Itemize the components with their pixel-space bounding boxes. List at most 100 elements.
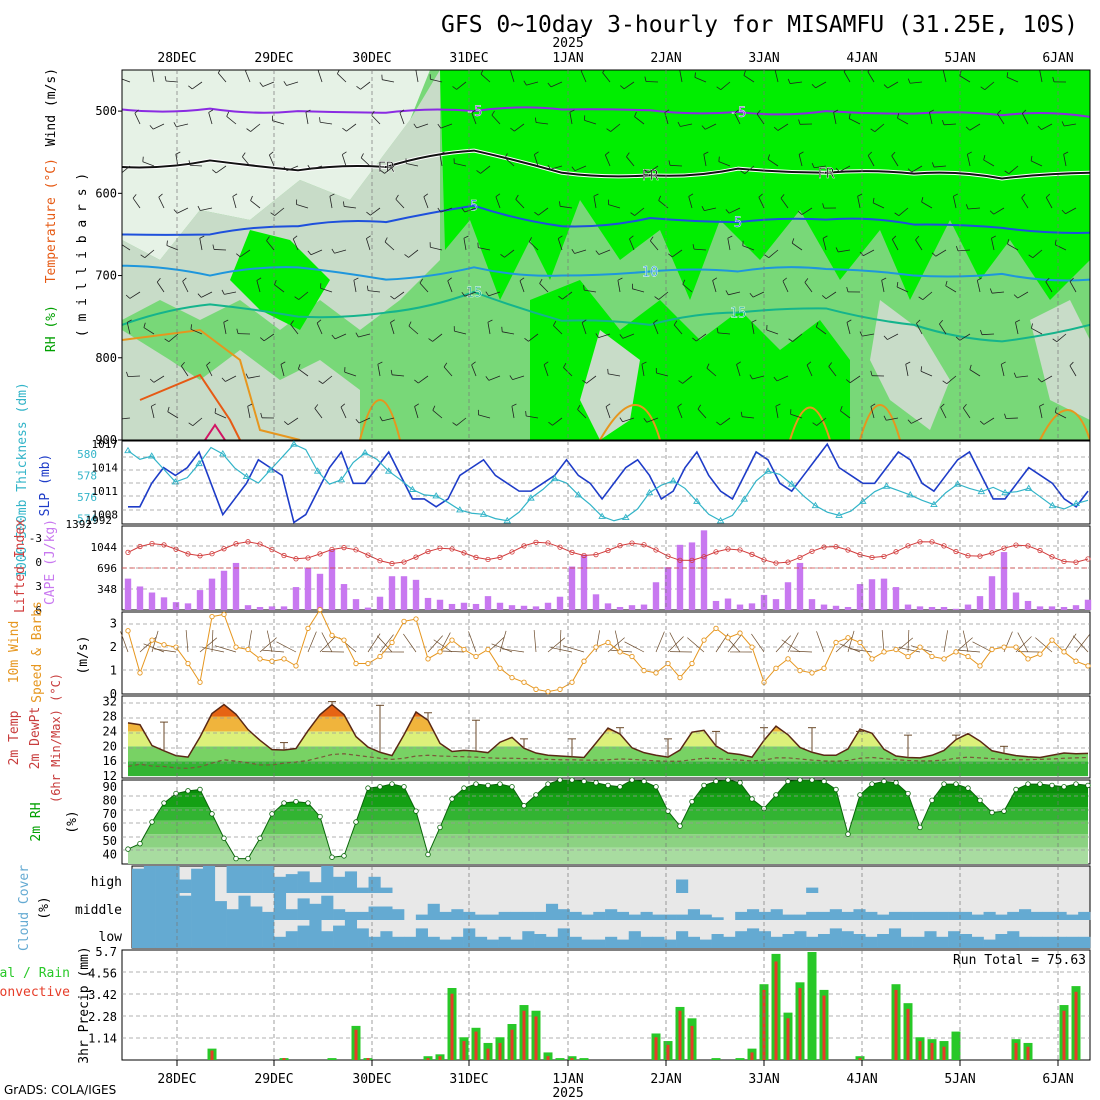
upper-barb-6-28 [792,333,803,342]
upper-barb-flag-3-24 [701,206,705,211]
upper-barb-6-30 [846,322,851,335]
upper-barb-6-23 [673,324,683,335]
upper-barb-flag-8-18 [548,421,553,426]
surface-barb-11 [259,637,277,653]
upper-barb-6-38 [1031,327,1043,335]
upper-barb-flag-3-9 [343,201,345,207]
upper-barb-flag-3-31 [872,197,875,203]
upper-barb-flag-5-38 [1045,277,1050,283]
thickness-point-14 [290,440,298,447]
rh-point-35 [545,781,551,787]
temperature-label: Temperature (°C) [44,158,59,283]
upper-barb-flag-6-22 [653,319,658,324]
upper-barb-0-27 [774,70,779,83]
cape-bar-43 [640,604,648,610]
surface-barb-53 [751,633,765,653]
cape-bar-6 [196,590,204,610]
rh-point-16 [317,813,323,820]
cloud-bar-1-58 [817,911,831,920]
wind-point-46 [677,674,683,681]
rh-tick-40: 40 [103,848,117,862]
cape-axis: 348 696 1044 -3 0 3 6 [29,532,118,617]
upper-barb-6-15 [487,322,491,335]
upper-barb-2-19 [574,165,587,172]
upper-barb-5-39 [1069,281,1077,293]
cape-bars [124,530,1092,610]
surface-barb-68 [943,630,948,653]
upper-barb-flag-3-27 [780,194,785,199]
upper-barb-2-5 [242,156,251,167]
upper-barb-5-7 [298,291,309,300]
upper-barb-flag-5-20 [617,277,623,281]
cape-bar-14 [292,587,300,610]
upper-barb-flag-3-0 [132,194,137,199]
cloud-bar-1-73 [995,914,1008,920]
li-point-40 [605,547,611,554]
rh-point-14 [293,798,299,805]
upper-barb-1-3 [208,112,213,125]
cape-bar-8 [220,570,228,610]
precip-tick-1.14: 1.14 [88,1031,117,1045]
thickness-point-30 [479,510,488,517]
cloud-bar-2-61 [853,934,866,948]
upper-barb-flag-1-14 [471,109,477,114]
upper-barb-5-3 [201,291,213,298]
li-point-57 [809,548,815,554]
cloud-bar-1-29 [474,914,488,920]
upper-barb-flag-2-19 [571,166,576,171]
cape-bar-64 [892,587,900,610]
upper-barb-flag-7-10 [377,361,383,365]
precip-conv-bar-78 [1062,1010,1066,1060]
cloud-bar-1-77 [1042,911,1055,920]
upper-barb-flag-2-6 [269,151,274,156]
upper-barb-flag-2-29 [811,163,815,168]
upper-barb-0-28 [790,81,803,84]
cloud-bar-2-36 [557,928,570,948]
cloud-bar-1-37 [569,911,582,920]
upper-barb-0-4 [217,72,227,83]
upper-barb-flag-5-24 [712,277,718,281]
cloud-unit: (%) [37,896,52,919]
temp-tick-12: 12 [103,769,117,783]
cloud-bar-2-10 [250,920,263,948]
surface-barb-66 [898,647,921,653]
upper-barb-flag-6-2 [164,338,170,343]
upper-barb-0-34 [942,70,947,83]
surface-barb-54 [775,635,791,653]
cloud-bar-1-69 [948,911,961,920]
upper-barb-flag-8-14 [452,422,457,426]
li-point-47 [689,557,695,563]
cloud-bar-1-14 [297,898,310,920]
upper-barb-flag-7-35 [969,364,972,370]
upper-barb-flag-3-12 [423,193,429,198]
rh-point-54 [773,792,779,798]
cloud-bar-1-54 [770,909,783,920]
upper-barb-flag-7-15 [485,376,490,381]
rh-point-59 [833,786,839,793]
cloud-bar-2-7 [214,920,227,948]
upper-barb-flag-1-7 [305,109,311,113]
upper-barb-4-19 [574,249,587,254]
upper-barb-flag-7-31 [870,370,873,376]
upper-barb-flag-4-27 [764,254,769,258]
thickness-point-36 [550,474,559,482]
cloud-bar-2-40 [605,936,618,948]
upper-barb-flag-4-32 [892,235,897,240]
upper-barb-5-11 [394,291,405,300]
upper-barb-7-7 [298,368,309,377]
upper-barb-flag-3-34 [953,193,958,197]
precip-conv-bar-47 [690,1025,694,1060]
upper-barb-1-4 [226,116,237,125]
upper-barb-flag-1-0 [134,109,139,114]
cloud-bar-1-30 [486,914,499,920]
upper-barb-7-38 [1041,375,1053,383]
cloud-bar-2-47 [687,936,701,948]
cloud-bar-2-29 [474,936,488,948]
upper-barb-0-32 [887,81,899,89]
precip-panel: 1.14 2.28 3.42 4.56 5.7 Run Total = 75.63 To… [0,945,1091,1064]
cloud-bar-0-5 [191,868,204,893]
li-point-8 [221,546,227,552]
upper-barb-flag-1-32 [897,113,900,119]
upper-barb-4-6 [266,240,275,251]
pressure-tick-900: 900 [95,433,117,447]
